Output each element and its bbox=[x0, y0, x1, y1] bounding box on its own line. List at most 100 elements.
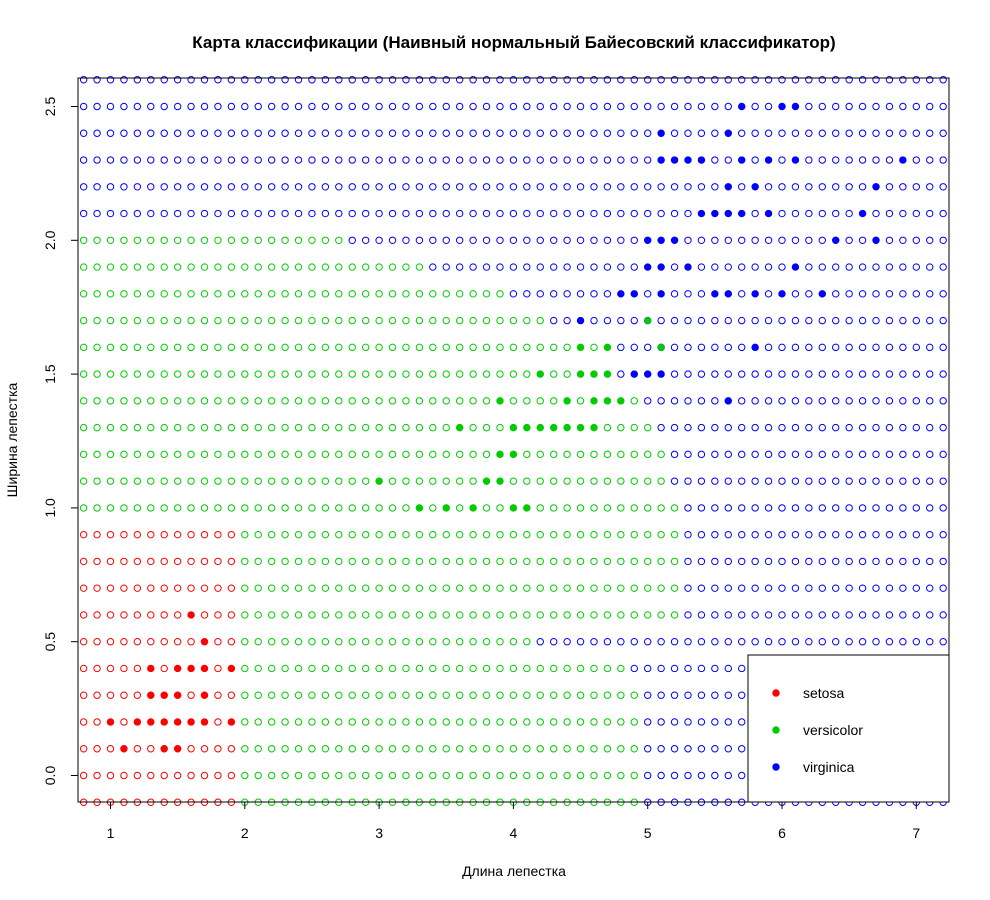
grid-point-versicolor bbox=[335, 477, 343, 485]
grid-point-virginica bbox=[147, 76, 155, 84]
grid-point-versicolor bbox=[254, 611, 262, 619]
grid-point-virginica bbox=[79, 209, 88, 218]
grid-point-virginica bbox=[294, 102, 303, 111]
grid-point-versicolor bbox=[482, 584, 491, 592]
grid-point-virginica bbox=[160, 129, 168, 137]
grid-point-versicolor bbox=[509, 316, 518, 325]
grid-point-virginica bbox=[926, 209, 934, 218]
grid-point-virginica bbox=[617, 129, 625, 137]
grid-point-virginica bbox=[926, 504, 934, 512]
grid-point-virginica bbox=[254, 183, 262, 191]
grid-point-versicolor bbox=[348, 290, 356, 298]
grid-point-virginica bbox=[160, 76, 168, 84]
grid-point-versicolor bbox=[549, 557, 558, 566]
grid-point-virginica bbox=[106, 129, 115, 137]
grid-point-versicolor bbox=[375, 504, 383, 512]
grid-point-versicolor bbox=[509, 370, 518, 378]
data-point-virginica bbox=[778, 103, 786, 111]
grid-point-virginica bbox=[885, 450, 894, 459]
grid-point-versicolor bbox=[348, 397, 356, 405]
grid-point-versicolor bbox=[388, 316, 397, 325]
grid-point-virginica bbox=[899, 638, 907, 646]
y-axis-label: Ширина лепестка bbox=[4, 382, 20, 497]
grid-point-versicolor bbox=[630, 745, 638, 753]
grid-point-virginica bbox=[120, 183, 128, 191]
grid-point-setosa bbox=[200, 584, 209, 592]
grid-point-virginica bbox=[738, 423, 746, 432]
grid-point-virginica bbox=[832, 102, 840, 111]
grid-point-virginica bbox=[872, 129, 880, 137]
grid-point-versicolor bbox=[496, 504, 504, 512]
data-point-virginica bbox=[577, 317, 585, 325]
grid-point-virginica bbox=[214, 156, 222, 164]
grid-point-virginica bbox=[684, 370, 692, 378]
grid-point-versicolor bbox=[442, 584, 450, 592]
y-tick-label: 1.0 bbox=[42, 498, 58, 518]
grid-point-versicolor bbox=[308, 290, 316, 298]
grid-point-versicolor bbox=[294, 343, 303, 352]
grid-point-versicolor bbox=[227, 236, 236, 245]
grid-point-versicolor bbox=[267, 290, 276, 298]
grid-point-versicolor bbox=[455, 745, 464, 753]
grid-point-virginica bbox=[549, 316, 558, 325]
grid-point-setosa bbox=[93, 530, 101, 539]
grid-point-versicolor bbox=[267, 370, 276, 378]
grid-point-virginica bbox=[93, 76, 101, 84]
grid-point-virginica bbox=[697, 557, 706, 566]
grid-point-virginica bbox=[872, 504, 880, 512]
grid-point-virginica bbox=[818, 477, 826, 485]
grid-point-versicolor bbox=[106, 370, 115, 378]
grid-point-versicolor bbox=[375, 745, 383, 753]
grid-point-versicolor bbox=[442, 745, 450, 753]
grid-point-virginica bbox=[267, 183, 276, 191]
grid-point-versicolor bbox=[361, 691, 370, 699]
grid-point-versicolor bbox=[187, 370, 195, 378]
grid-point-versicolor bbox=[375, 450, 383, 459]
data-point-versicolor bbox=[577, 343, 585, 351]
grid-point-versicolor bbox=[375, 423, 383, 432]
grid-point-versicolor bbox=[281, 477, 289, 485]
data-point-virginica bbox=[791, 263, 799, 271]
grid-point-versicolor bbox=[590, 611, 598, 619]
grid-point-virginica bbox=[858, 316, 867, 325]
grid-point-versicolor bbox=[576, 771, 585, 780]
grid-point-virginica bbox=[764, 397, 773, 405]
grid-point-versicolor bbox=[617, 584, 625, 592]
grid-point-virginica bbox=[133, 76, 142, 84]
grid-point-virginica bbox=[697, 664, 706, 673]
grid-point-virginica bbox=[805, 236, 813, 245]
grid-point-virginica bbox=[227, 76, 236, 84]
data-point-versicolor bbox=[590, 397, 598, 405]
grid-point-virginica bbox=[496, 209, 504, 218]
grid-point-setosa bbox=[160, 557, 168, 566]
grid-point-versicolor bbox=[106, 236, 115, 245]
grid-point-versicolor bbox=[549, 691, 558, 699]
grid-point-virginica bbox=[684, 477, 692, 485]
grid-point-versicolor bbox=[482, 530, 491, 539]
grid-point-versicolor bbox=[281, 584, 289, 592]
grid-point-virginica bbox=[872, 76, 880, 84]
grid-point-virginica bbox=[845, 504, 853, 512]
grid-point-versicolor bbox=[590, 530, 598, 539]
grid-point-versicolor bbox=[281, 530, 289, 539]
grid-point-virginica bbox=[496, 236, 504, 245]
grid-point-versicolor bbox=[147, 477, 155, 485]
grid-point-versicolor bbox=[563, 664, 571, 673]
grid-point-virginica bbox=[93, 129, 101, 137]
grid-point-virginica bbox=[791, 530, 800, 539]
grid-point-versicolor bbox=[281, 664, 289, 673]
grid-point-virginica bbox=[684, 290, 692, 298]
grid-point-virginica bbox=[281, 183, 289, 191]
grid-point-virginica bbox=[429, 102, 437, 111]
grid-point-versicolor bbox=[294, 664, 303, 673]
grid-point-versicolor bbox=[442, 343, 450, 352]
grid-point-virginica bbox=[523, 183, 531, 191]
grid-point-virginica bbox=[321, 102, 330, 111]
grid-point-virginica bbox=[187, 102, 195, 111]
grid-point-versicolor bbox=[79, 477, 88, 485]
grid-point-versicolor bbox=[133, 370, 142, 378]
grid-point-virginica bbox=[885, 183, 894, 191]
grid-point-versicolor bbox=[375, 718, 383, 726]
grid-point-setosa bbox=[120, 557, 128, 566]
